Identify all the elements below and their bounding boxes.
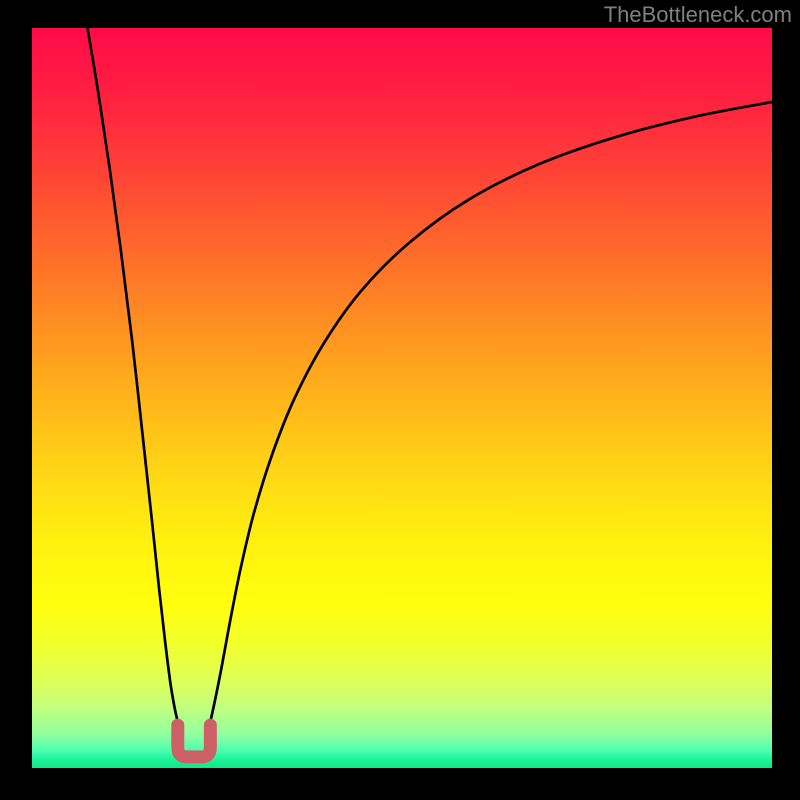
bottom-u-marker bbox=[178, 725, 211, 757]
plot-area bbox=[32, 28, 772, 768]
curve-left-branch bbox=[88, 28, 179, 725]
watermark-text: TheBottleneck.com bbox=[604, 2, 792, 28]
curve-right-branch bbox=[210, 102, 772, 725]
curve-overlay bbox=[32, 28, 772, 768]
chart-container: TheBottleneck.com bbox=[0, 0, 800, 800]
